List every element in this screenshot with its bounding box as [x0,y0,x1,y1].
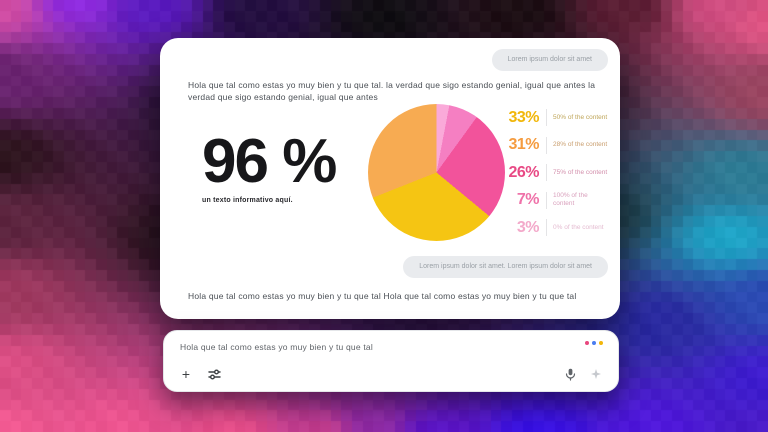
legend-label: 28% of the content [553,141,608,148]
sparkle-icon [591,369,601,379]
status-dots [585,341,603,345]
legend-percent: 7% [516,191,540,208]
legend-row: 33% 50% of the content [492,108,614,127]
legend-label: 100% of the content [553,192,588,207]
legend-percent: 33% [508,108,539,126]
status-dot [592,341,596,345]
stat-caption: un texto informativo aquí. [202,197,293,204]
mic-button[interactable] [562,366,578,382]
legend-row: 3% 0% of the content [492,218,614,237]
sparkle-button[interactable] [588,366,604,382]
legend-divider [546,164,547,181]
composer-input[interactable]: Hola que tal como estas yo muy bien y tu… [180,342,373,352]
legend-row: 7% 100% of the content [492,191,614,210]
legend-divider [546,109,547,126]
paragraph-top: Hola que tal como estas yo muy bien y tu… [188,80,596,102]
report-card: Lorem ipsum dolor sit amet Hola que tal … [160,38,620,319]
paragraph-bottom: Hola que tal como estas yo muy bien y tu… [188,291,577,301]
stat-block: 96 % un texto informativo aquí. [202,127,372,205]
add-attachment-button[interactable]: + [178,366,194,382]
legend-divider [546,191,547,209]
legend-divider [546,136,547,154]
legend-label: 50% of the content [553,113,608,121]
legend-label: 0% of the content [553,223,604,231]
legend-percent: 3% [516,218,540,236]
chat-bubble-bottom: Lorem ipsum dolor sit amet. Lorem ipsum … [403,256,608,278]
legend-percent: 31% [508,136,539,153]
pie-legend: 33% 50% of the content 31% 28% of the co… [492,108,614,246]
status-dot [585,341,589,345]
chat-bubble-top: Lorem ipsum dolor sit amet [491,49,608,71]
mic-icon [565,368,575,381]
legend-label: 75% of the content [553,168,608,176]
legend-row: 26% 75% of the content [492,163,614,182]
legend-divider [546,219,547,236]
legend-percent: 26% [508,163,539,181]
pie-chart [368,104,505,241]
plus-icon: + [181,366,191,382]
stat-value: 96 % [202,127,337,196]
tools-button[interactable] [206,366,222,382]
tune-icon [207,369,221,379]
chat-composer[interactable]: Hola que tal como estas yo muy bien y tu… [163,330,619,392]
status-dot [599,341,603,345]
legend-row: 31% 28% of the content [492,136,614,155]
